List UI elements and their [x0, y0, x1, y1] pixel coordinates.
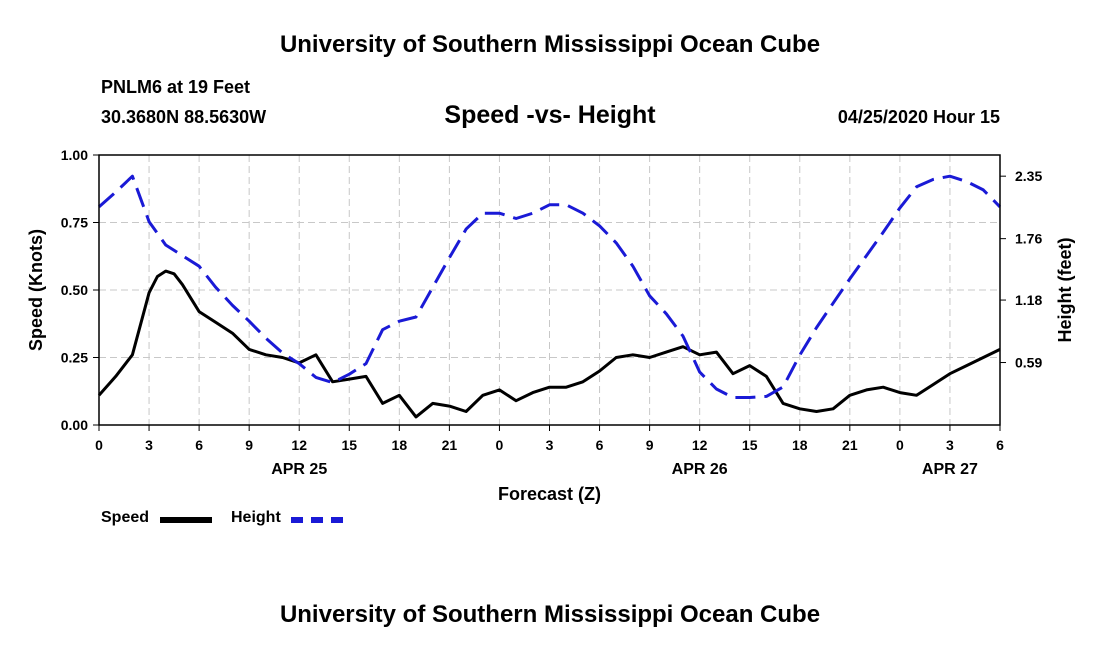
y2-tick-label: 0.59: [1015, 355, 1042, 371]
chart-title: Speed -vs- Height: [444, 101, 656, 129]
series-layer: [97, 174, 1002, 419]
y-tick-label: 0.50: [61, 282, 88, 298]
y2-tick-label: 1.76: [1015, 231, 1042, 247]
x-tick-label: 18: [792, 437, 808, 453]
y-tick-label: 0.75: [61, 215, 88, 231]
x-tick-label: 3: [546, 437, 554, 453]
y-axis-title: Speed (Knots): [26, 229, 46, 351]
date-label: APR 26: [672, 461, 728, 478]
x-tick-label: 21: [442, 437, 458, 453]
speed-series-line: [97, 269, 1001, 419]
x-tick-label: 6: [195, 437, 203, 453]
x-tick-label: 18: [392, 437, 408, 453]
x-tick-label: 21: [842, 437, 858, 453]
y-tick-label: 0.00: [61, 417, 88, 433]
y2-tick-label: 1.18: [1015, 292, 1042, 308]
x-tick-label: 6: [996, 437, 1004, 453]
x-tick-label: 12: [692, 437, 708, 453]
y2-axis-title: Height (feet): [1055, 238, 1075, 343]
x-tick-label: 15: [742, 437, 758, 453]
date-label: APR 27: [922, 461, 978, 478]
y-tick-label: 0.25: [61, 350, 88, 366]
datetime-label: 04/25/2020 Hour 15: [837, 107, 1000, 127]
x-tick-label: 9: [245, 437, 253, 453]
date-label: APR 25: [271, 461, 327, 478]
x-tick-label: 0: [896, 437, 904, 453]
x-tick-label: 12: [291, 437, 307, 453]
page-title: University of Southern Mississippi Ocean…: [279, 31, 821, 58]
height-series-line: [98, 174, 1002, 399]
legend-height-label: Height: [231, 509, 281, 526]
x-tick-label: 3: [145, 437, 153, 453]
legend-speed-label: Speed: [101, 509, 150, 526]
x-tick-label: 15: [341, 437, 357, 453]
legend-height-swatch: [291, 517, 343, 523]
x-tick-label: 0: [95, 437, 103, 453]
coordinates-label: 30.3680N 88.5630W: [101, 107, 267, 127]
station-label: PNLM6 at 19 Feet: [101, 77, 251, 97]
footer-title: University of Southern Mississippi Ocean…: [279, 601, 821, 628]
legend-speed-swatch: [160, 517, 212, 523]
grid-layer: [99, 155, 1000, 425]
x-tick-label: 3: [946, 437, 954, 453]
x-tick-label: 6: [596, 437, 604, 453]
y-tick-label: 1.00: [61, 147, 88, 163]
y2-tick-label: 2.35: [1015, 168, 1042, 184]
x-tick-label: 9: [646, 437, 654, 453]
x-axis-title: Forecast (Z): [498, 484, 601, 504]
x-tick-label: 0: [496, 437, 504, 453]
axis-layer: 0 3 6 9 12 15 18 21 0 3 6 9 12 15 18 21 0 3 6 APR 25 APR 26 A…: [26, 147, 1075, 504]
